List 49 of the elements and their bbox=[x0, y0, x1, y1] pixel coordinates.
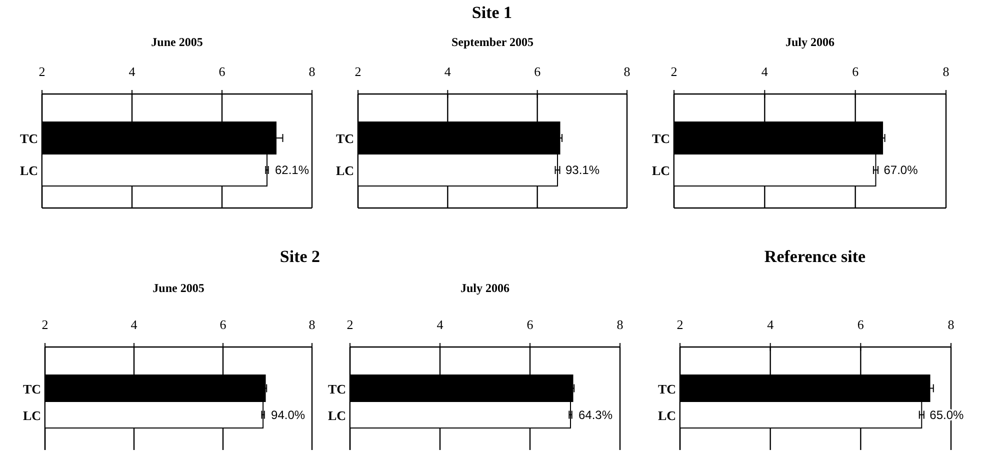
x-tick-label: 6 bbox=[220, 317, 227, 332]
x-tick-label: 8 bbox=[624, 64, 630, 79]
chart-subtitle: June 2005 bbox=[152, 281, 204, 295]
y-tick-label: LC bbox=[652, 163, 670, 178]
x-tick-label: 4 bbox=[130, 317, 138, 332]
x-tick-label: 4 bbox=[444, 64, 452, 79]
x-tick-label: 2 bbox=[346, 317, 354, 332]
x-tick-label: 2 bbox=[670, 64, 678, 79]
x-tick-label: 4 bbox=[761, 64, 768, 79]
x-tick-label: 4 bbox=[436, 317, 444, 332]
x-tick-label: 2 bbox=[354, 64, 362, 79]
chart-title: Reference site bbox=[764, 247, 866, 266]
y-tick-label: TC bbox=[328, 381, 346, 396]
annotation: 62.1% bbox=[275, 163, 310, 177]
x-tick-label: 8 bbox=[942, 64, 950, 79]
y-tick-label: LC bbox=[20, 163, 38, 178]
chart-title: Site 1 bbox=[472, 3, 512, 22]
y-tick-label: LC bbox=[22, 408, 41, 423]
y-tick-label: TC bbox=[336, 131, 354, 146]
chart-title: Site 2 bbox=[280, 247, 320, 266]
chart-subtitle: July 2006 bbox=[460, 281, 510, 295]
y-tick-label: TC bbox=[20, 131, 38, 146]
x-tick-label: 6 bbox=[534, 64, 542, 79]
x-tick-label: 4 bbox=[128, 64, 136, 79]
x-tick-label: 6 bbox=[218, 64, 226, 79]
chart-subtitle: June 2005 bbox=[151, 35, 203, 49]
chart-subtitle: September 2005 bbox=[451, 35, 534, 49]
x-tick-label: 8 bbox=[948, 317, 954, 332]
x-tick-label: 4 bbox=[767, 317, 774, 332]
annotation: 93.1% bbox=[566, 163, 600, 177]
x-tick-label: 2 bbox=[42, 317, 48, 332]
x-tick-label: 8 bbox=[616, 317, 624, 332]
y-tick-label: TC bbox=[652, 131, 670, 146]
y-tick-label: TC bbox=[22, 381, 41, 396]
y-tick-label: LC bbox=[658, 408, 676, 423]
annotation: 67.0% bbox=[884, 163, 918, 177]
chart-subtitle: July 2006 bbox=[785, 35, 835, 49]
x-tick-label: 6 bbox=[526, 317, 534, 332]
x-tick-label: 8 bbox=[308, 64, 316, 79]
y-tick-label: LC bbox=[328, 408, 346, 423]
x-tick-label: 6 bbox=[852, 64, 860, 79]
annotation: 64.3% bbox=[578, 408, 613, 422]
x-tick-label: 6 bbox=[857, 317, 864, 332]
x-tick-label: 2 bbox=[676, 317, 684, 332]
y-tick-label: LC bbox=[336, 163, 354, 178]
x-tick-label: 8 bbox=[308, 317, 316, 332]
y-tick-label: TC bbox=[658, 381, 676, 396]
annotation: 94.0% bbox=[271, 408, 306, 422]
x-tick-label: 2 bbox=[38, 64, 46, 79]
